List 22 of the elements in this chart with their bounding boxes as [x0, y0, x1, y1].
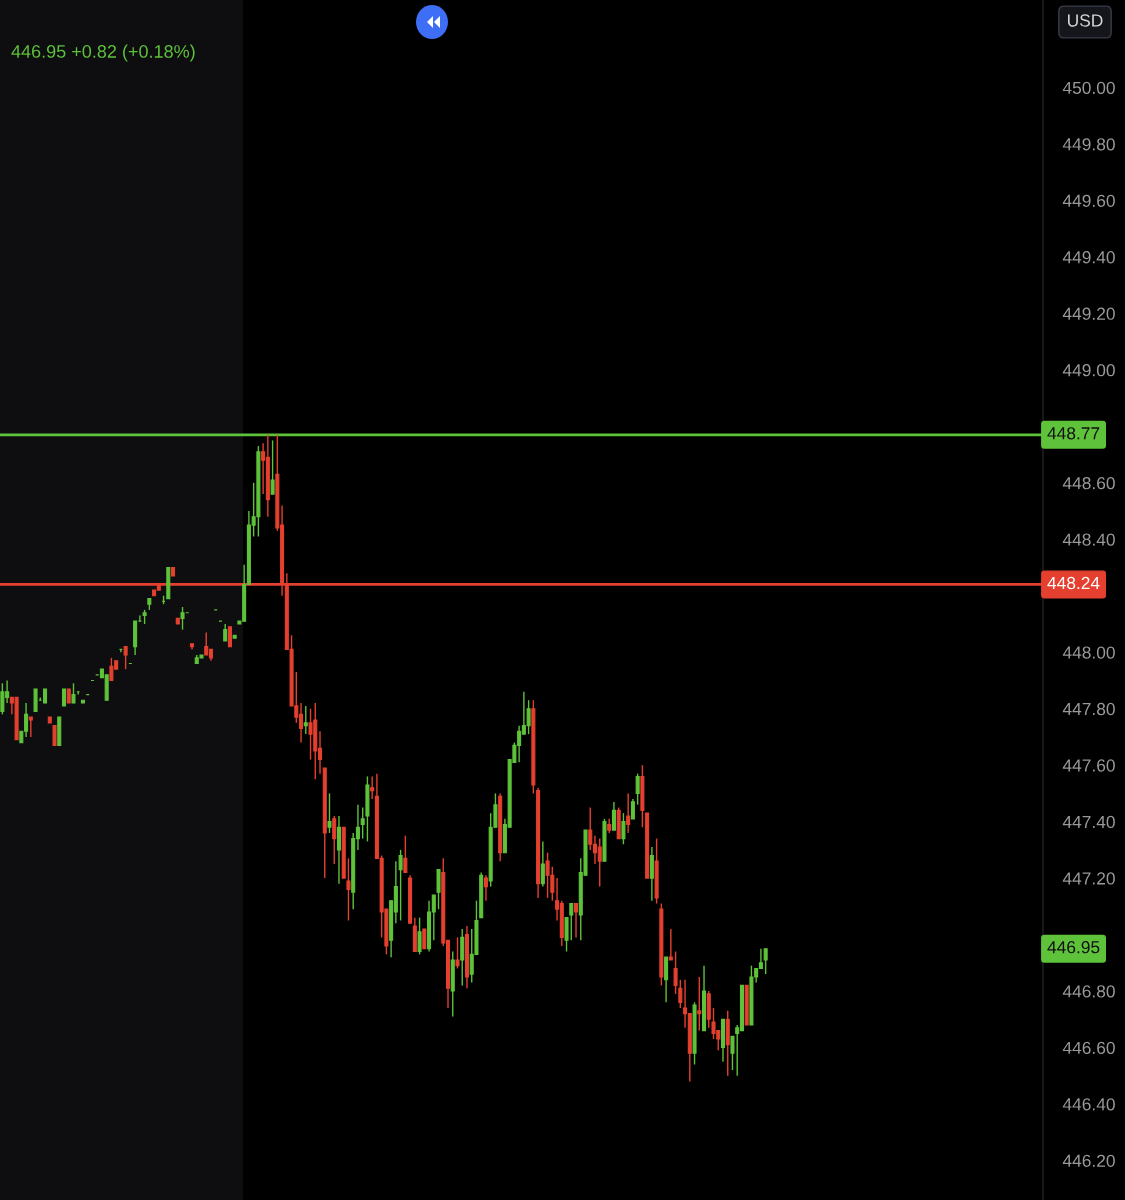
y-tick-label: 446.40: [1062, 1098, 1115, 1111]
y-tick-label: 447.40: [1062, 815, 1115, 829]
text: 446.95: [1047, 941, 1100, 954]
y-tick-label: 446.60: [1062, 1041, 1115, 1054]
y-tick-label: 449.00: [1062, 364, 1115, 377]
y-tick-label: 447.20: [1062, 872, 1115, 885]
y-tick-label: 447.60: [1062, 759, 1115, 772]
y-tick-label: 448.60: [1062, 476, 1115, 490]
y-tick-label: 449.40: [1062, 251, 1115, 264]
y-tick-label: 448.00: [1062, 646, 1115, 659]
y-tick-label: 449.20: [1062, 307, 1115, 320]
ref-line-label: 448.24: [1047, 576, 1100, 590]
y-tick-label: 449.60: [1062, 194, 1115, 207]
y-tick-label: 447.80: [1062, 702, 1115, 716]
y-tick-label: 446.80: [1062, 985, 1115, 998]
ref-line-label: 448.77: [1047, 427, 1100, 440]
y-tick-label: 450.00: [1062, 81, 1115, 94]
text: USD: [1068, 14, 1103, 27]
y-tick-label: 446.20: [1062, 1154, 1115, 1167]
y-tick-label: 449.80: [1062, 138, 1115, 151]
annotation: 446.95 +0.82 (+0.18%): [11, 44, 195, 62]
y-tick-label: 448.40: [1062, 533, 1115, 546]
